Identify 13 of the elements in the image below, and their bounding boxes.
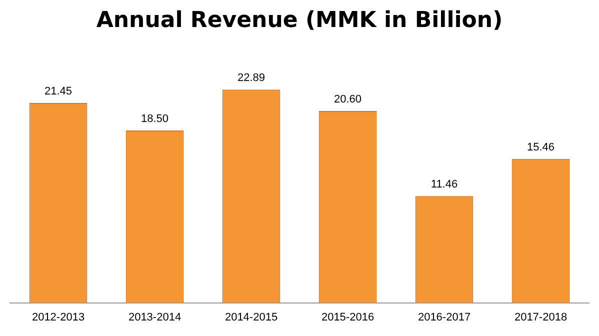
data-label: 18.50 — [140, 113, 169, 126]
data-label: 20.60 — [334, 94, 362, 106]
x-tick-label: 2014-2015 — [224, 311, 278, 324]
data-label: 21.45 — [44, 86, 72, 98]
data-label: 11.46 — [430, 178, 458, 191]
x-tick-label: 2016-2017 — [418, 311, 471, 324]
data-label: 22.89 — [237, 72, 266, 84]
x-tick-label: 2015-2016 — [321, 311, 374, 324]
x-tick-label: 2017-2018 — [514, 311, 568, 324]
data-label: 15.46 — [526, 141, 555, 154]
x-tick-label: 2012-2013 — [32, 311, 85, 324]
x-tick-label: 2013-2014 — [128, 311, 182, 324]
chart-title: Annual Revenue (MMK in Billion) — [95, 8, 504, 33]
